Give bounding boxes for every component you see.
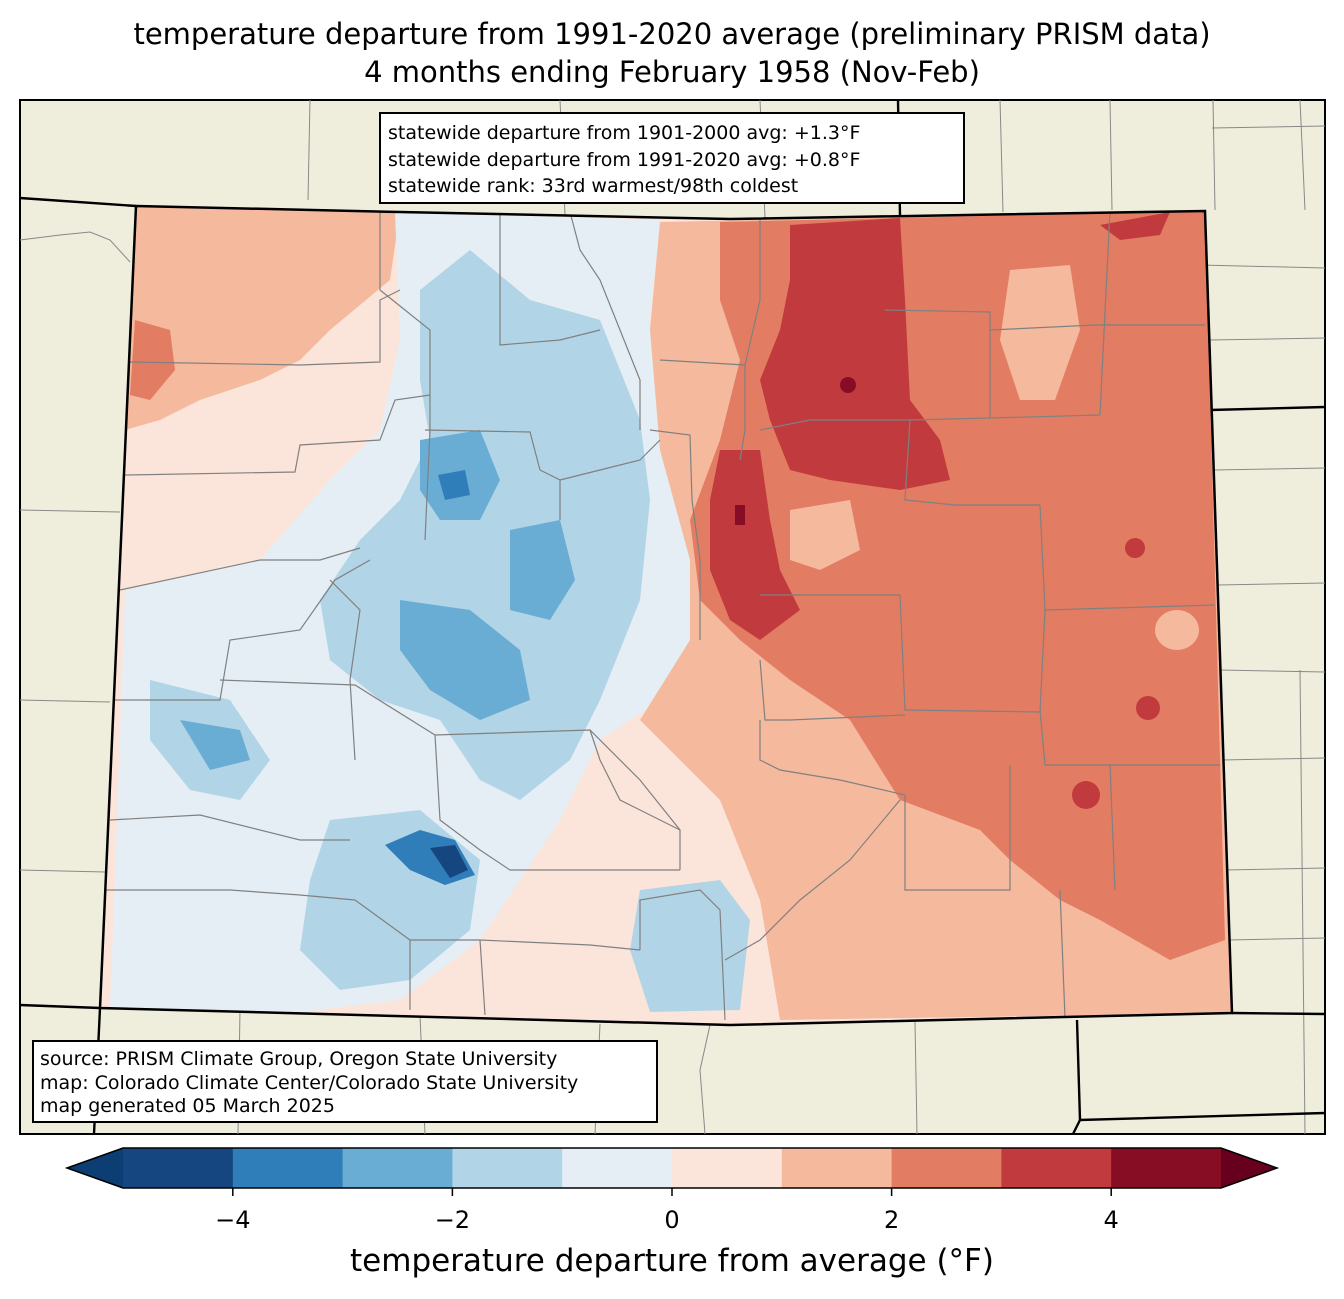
map-title: temperature departure from 1991-2020 ave… [133, 17, 1211, 51]
colorbar-tick-label: −2 [434, 1206, 471, 1234]
colorbar-bin [123, 1148, 234, 1188]
field-mid-cool4 [438, 470, 470, 500]
colorbar-bin [672, 1148, 783, 1188]
colorbar-outline [64, 1147, 1280, 1189]
colorbar-bin [562, 1148, 673, 1188]
field-park-cool3 [510, 520, 575, 620]
stats-line-1901-2000: statewide departure from 1901-2000 avg: … [388, 122, 861, 144]
colorbar-bin [1111, 1148, 1222, 1188]
field-east-spot-warm4 [1125, 538, 1145, 558]
map-subtitle: 4 months ending February 1958 (Nov-Feb) [364, 55, 980, 89]
field-nw-warm3 [130, 320, 175, 400]
colorado-border [98, 204, 1234, 1027]
colorbar-extend-high [1221, 1148, 1277, 1188]
colorbar-bin [781, 1148, 893, 1188]
colorbar-label: temperature departure from average (°F) [350, 1243, 994, 1279]
colorado-map [19, 99, 1326, 1135]
field-ne-warm4 [760, 218, 950, 490]
field-sanjuan-cool3 [400, 600, 530, 720]
colorbar-tick-label: 4 [1103, 1206, 1119, 1234]
stats-line-1991-2020: statewide departure from 1991-2020 avg: … [388, 148, 861, 171]
colorbar-bin [342, 1148, 453, 1188]
county-lines [105, 209, 1220, 1021]
source-line-generated: map generated 05 March 2025 [40, 1095, 335, 1117]
colorbar-bin [232, 1148, 344, 1188]
field-east-spot2-warm4 [1136, 696, 1160, 720]
colorbar-tick-label: −4 [215, 1206, 251, 1234]
field-central-cool2 [320, 250, 650, 800]
field-front-spot-very-warm [735, 505, 745, 525]
field-ne-corner-warm4 [1100, 212, 1170, 240]
field-south-cool5 [430, 845, 468, 878]
colorbar-tick-label: 2 [883, 1206, 900, 1234]
field-east-patch-warm2 [1000, 265, 1080, 400]
temperature-field [100, 206, 1232, 1025]
field-nw-warm2 [125, 206, 400, 430]
source-line-data: source: PRISM Climate Group, Oregon Stat… [40, 1048, 558, 1070]
statewide-stats-box: statewide departure from 1901-2000 avg: … [379, 112, 965, 204]
colorbar [64, 1147, 1280, 1196]
field-sw-cool3 [180, 720, 250, 770]
stats-line-rank: statewide rank: 33rd warmest/98th coldes… [388, 175, 799, 197]
colorbar-bin [1001, 1148, 1112, 1188]
field-southeast-cool2 [630, 880, 750, 1012]
colorbar-bin [891, 1148, 1002, 1188]
source-box: source: PRISM Climate Group, Oregon Stat… [32, 1040, 658, 1123]
colorbar-bin [452, 1148, 563, 1188]
field-east-patch3-warm2 [1155, 610, 1199, 650]
field-front-range-warm4 [710, 450, 800, 640]
field-ne-spot-very-warm [840, 377, 856, 393]
colorbar-tick-label: 0 [664, 1206, 680, 1234]
colorbar-extend-low [67, 1148, 123, 1188]
field-east-patch2-warm2 [790, 500, 860, 570]
field-se-spot-warm4 [1072, 781, 1100, 809]
source-line-map: map: Colorado Climate Center/Colorado St… [40, 1071, 579, 1094]
